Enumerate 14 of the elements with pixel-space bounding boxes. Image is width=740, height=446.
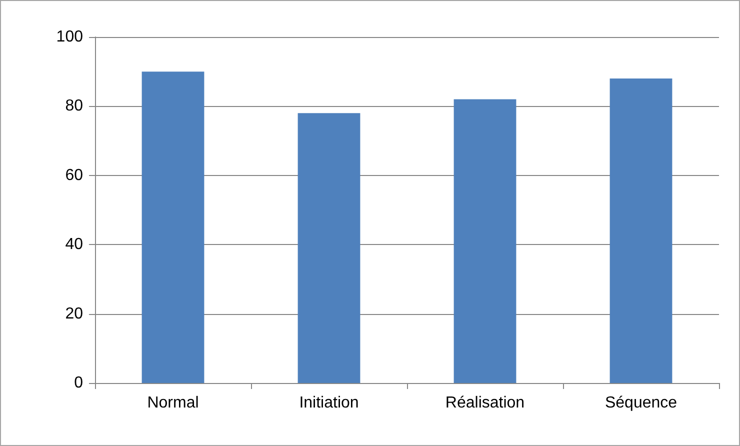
x-tick-label: Initiation <box>299 394 359 412</box>
y-tick-label: 20 <box>65 305 84 322</box>
bar <box>610 78 672 383</box>
bar <box>454 99 516 383</box>
x-tick-label: Séquence <box>604 394 678 412</box>
bar <box>142 72 204 383</box>
y-tick-label: 100 <box>56 28 84 46</box>
y-tick-label: 40 <box>65 236 84 254</box>
bar <box>298 113 360 383</box>
y-tick-label: 80 <box>65 98 84 115</box>
y-tick-label: 60 <box>65 166 84 184</box>
x-tick-label: Normal <box>147 394 199 412</box>
x-tick-label: Réalisation <box>445 394 525 412</box>
y-tick-label: 0 <box>74 374 84 392</box>
